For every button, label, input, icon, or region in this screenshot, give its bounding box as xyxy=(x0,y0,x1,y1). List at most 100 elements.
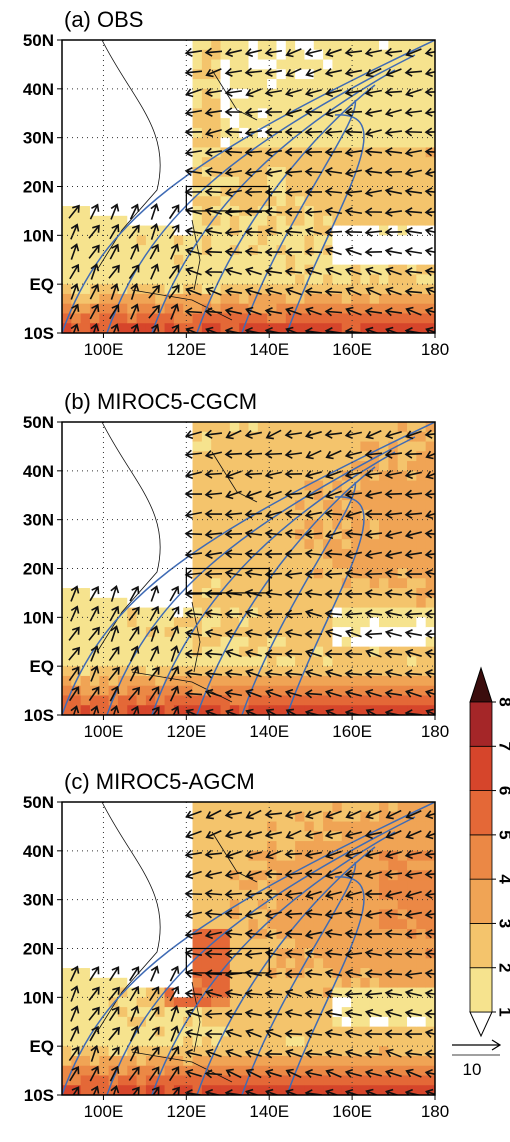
shading-cell xyxy=(99,147,109,157)
shading-cell xyxy=(314,968,324,978)
shading-cell xyxy=(221,99,231,109)
shading-cell xyxy=(379,99,389,109)
shading-cell xyxy=(174,831,184,841)
shading-cell xyxy=(174,60,184,70)
shading-cell xyxy=(426,900,436,910)
shading-cell xyxy=(398,637,408,647)
shading-cell xyxy=(332,958,342,968)
shading-cell xyxy=(360,861,370,871)
shading-cell xyxy=(146,89,156,99)
shading-cell xyxy=(146,60,156,70)
shading-cell xyxy=(81,255,91,265)
shading-cell xyxy=(174,294,184,304)
shading-cell xyxy=(90,500,100,510)
shading-cell xyxy=(71,529,81,539)
shading-cell xyxy=(360,481,370,491)
shading-cell xyxy=(314,226,324,236)
shading-cell xyxy=(360,40,370,50)
shading-cell xyxy=(146,802,156,812)
shading-cell xyxy=(332,255,342,265)
shading-cell xyxy=(304,255,314,265)
shading-cell xyxy=(165,851,175,861)
shading-cell xyxy=(230,890,240,900)
shading-cell xyxy=(295,1017,305,1027)
shading-cell xyxy=(155,939,165,949)
shading-cell xyxy=(304,997,314,1007)
shading-cell xyxy=(155,851,165,861)
shading-cell xyxy=(416,656,426,666)
shading-cell xyxy=(127,617,137,627)
shading-cell xyxy=(211,695,221,705)
shading-cell xyxy=(426,617,436,627)
x-tick-label: 100E xyxy=(84,722,124,741)
shading-cell xyxy=(370,900,380,910)
shading-cell xyxy=(416,50,426,60)
shading-cell xyxy=(370,870,380,880)
shading-cell xyxy=(127,128,137,138)
shading-cell xyxy=(90,890,100,900)
shading-cell xyxy=(118,802,128,812)
shading-cell xyxy=(71,442,81,452)
shading-cell xyxy=(62,284,72,294)
shading-cell xyxy=(99,851,109,861)
shading-cell xyxy=(193,880,203,890)
shading-cell xyxy=(99,167,109,177)
shading-cell xyxy=(183,802,193,812)
shading-cell xyxy=(360,919,370,929)
shading-cell xyxy=(230,510,240,520)
shading-cell xyxy=(230,939,240,949)
shading-cell xyxy=(211,608,221,618)
shading-cell xyxy=(99,294,109,304)
shading-cell xyxy=(62,831,72,841)
shading-cell xyxy=(379,841,389,851)
shading-cell xyxy=(426,520,436,530)
shading-cell xyxy=(239,177,249,187)
shading-cell xyxy=(71,939,81,949)
shading-cell xyxy=(183,900,193,910)
shading-cell xyxy=(407,822,417,832)
shading-cell xyxy=(230,822,240,832)
shading-cell xyxy=(174,422,184,432)
shading-cell xyxy=(295,608,305,618)
shading-cell xyxy=(379,461,389,471)
shading-cell xyxy=(127,442,137,452)
shading-cell xyxy=(407,978,417,988)
shading-cell xyxy=(165,997,175,1007)
shading-cell xyxy=(146,909,156,919)
shading-cell xyxy=(370,578,380,588)
shading-cell xyxy=(398,284,408,294)
shading-cell xyxy=(118,50,128,60)
shading-cell xyxy=(146,637,156,647)
shading-cell xyxy=(183,539,193,549)
shading-cell xyxy=(379,880,389,890)
shading-cell xyxy=(304,598,314,608)
shading-cell xyxy=(295,870,305,880)
shading-cell xyxy=(332,608,342,618)
shading-cell xyxy=(314,695,324,705)
shading-cell xyxy=(230,274,240,284)
shading-cell xyxy=(127,929,137,939)
shading-cell xyxy=(258,617,268,627)
shading-cell xyxy=(323,958,333,968)
map-body xyxy=(62,422,442,722)
shading-cell xyxy=(416,1036,426,1046)
shading-cell xyxy=(193,559,203,569)
shading-cell xyxy=(249,99,259,109)
shading-cell xyxy=(81,578,91,588)
shading-cell xyxy=(276,1036,286,1046)
shading-cell xyxy=(118,520,128,530)
shading-cell xyxy=(109,949,119,959)
shading-cell xyxy=(193,500,203,510)
shading-cell xyxy=(398,900,408,910)
shading-cell xyxy=(342,235,352,245)
shading-cell xyxy=(426,177,436,187)
shading-cell xyxy=(90,196,100,206)
shading-cell xyxy=(165,958,175,968)
shading-cell xyxy=(230,177,240,187)
shading-cell xyxy=(211,490,221,500)
shading-cell xyxy=(295,1085,305,1095)
shading-cell xyxy=(193,177,203,187)
shading-cell xyxy=(174,461,184,471)
shading-cell xyxy=(71,422,81,432)
shading-cell xyxy=(127,177,137,187)
